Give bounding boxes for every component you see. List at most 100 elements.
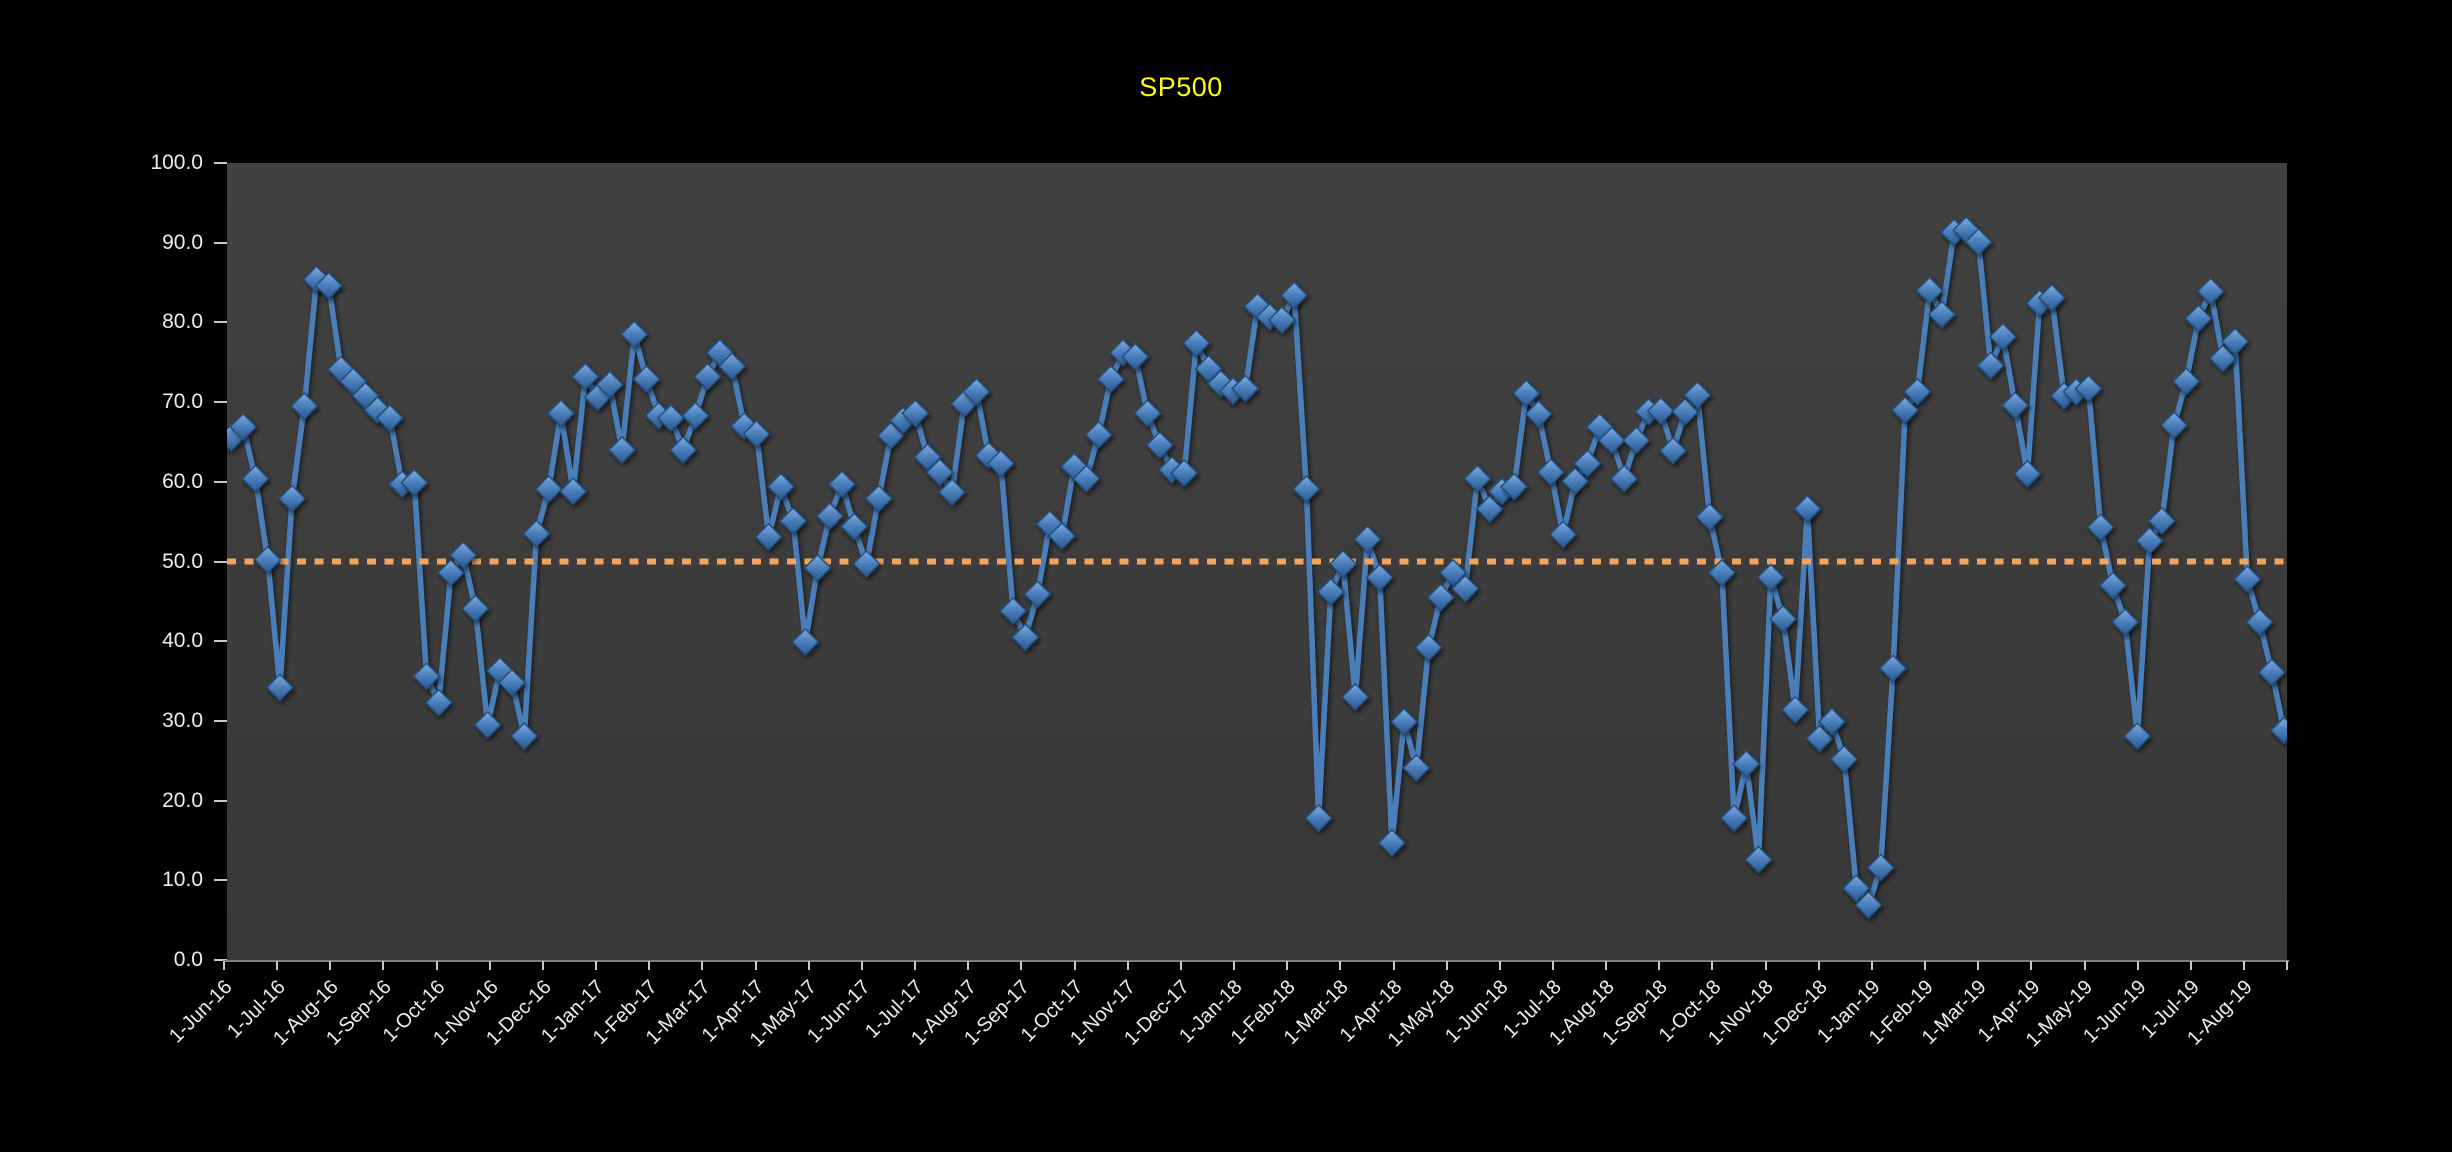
data-point-marker [241,464,270,493]
y-axis-label: 20.0 [162,788,203,812]
data-point-marker [1524,399,1553,429]
y-axis-label: 70.0 [162,390,203,414]
data-point-marker [1390,707,1419,736]
x-axis-tick [276,961,279,970]
data-point-marker [1573,449,1602,478]
y-axis-tick [214,959,227,961]
data-point-marker [534,474,563,504]
data-point-marker [986,449,1015,478]
x-axis-tick [223,961,225,970]
data-point-marker [1854,890,1883,920]
data-point-marker [1927,300,1956,329]
x-axis-tick [807,961,810,970]
y-axis-tick [214,719,227,722]
data-point-marker [1903,377,1932,406]
data-point-marker [595,370,624,399]
data-point-marker [901,399,930,428]
data-point-marker [1915,276,1944,305]
data-point-marker [363,396,392,425]
x-axis-tick [1339,961,1342,970]
data-point-marker [1610,464,1639,493]
data-point-marker [375,403,404,433]
data-point-marker [937,478,967,507]
data-point-marker [498,668,527,697]
x-axis-tick [1233,961,1236,970]
data-point-marker [607,435,637,464]
y-axis-tick [214,162,227,164]
x-axis-tick [1445,961,1448,970]
data-point-marker [1365,563,1394,592]
data-point-marker [791,627,820,657]
x-axis-tick [1817,961,1820,970]
plot-area[interactable] [227,163,2287,960]
data-point-marker [1536,458,1565,487]
data-point-marker [1402,753,1431,782]
data-point-marker [424,688,453,717]
y-axis-label: 80.0 [162,310,203,334]
data-point-marker [681,401,710,430]
data-point-marker [412,662,441,691]
data-point-marker [656,403,685,433]
data-point-marker [852,549,881,578]
x-axis-tick [382,961,385,970]
data-point-marker [302,265,331,294]
data-point-marker [2208,344,2237,373]
data-point-marker [999,596,1028,625]
data-point-marker [253,545,282,574]
series-sp500 [227,215,2287,920]
data-point-marker [1964,227,1993,256]
data-point-marker [1622,426,1651,455]
data-point-marker [2184,304,2213,333]
data-point-marker [2269,716,2287,745]
data-point-marker [436,558,466,587]
x-axis-tick [1605,961,1608,970]
data-point-marker [1976,351,2005,380]
data-point-marker [913,443,942,472]
y-axis-tick [214,879,227,882]
data-point-marker [1170,458,1199,488]
data-point-marker [559,477,588,506]
data-point-marker [754,522,783,551]
data-point-marker [290,392,319,421]
x-axis-tick [2243,961,2246,970]
data-point-marker [2257,658,2286,687]
data-point-marker [1500,472,1529,501]
data-point-marker [1328,549,1358,578]
data-point-marker [1475,494,1504,523]
y-axis-tick [214,480,227,483]
data-point-marker [717,352,747,381]
data-point-marker [1096,364,1125,394]
data-point-marker [2159,411,2189,440]
x-axis-tick [1392,961,1395,970]
data-point-marker [1695,502,1724,531]
data-point-marker [1646,396,1675,425]
data-point-marker [1011,623,1040,652]
data-point-marker [2123,721,2152,751]
data-point-marker [1817,707,1846,736]
y-axis-label: 50.0 [162,549,203,573]
data-point-marker [1023,580,1052,609]
x-axis-tick [1073,961,1076,970]
data-point-marker [1121,342,1150,371]
x-axis-line [223,960,2289,962]
data-point-marker [1072,464,1101,493]
x-axis-tick [1179,961,1182,970]
y-axis-tick [214,640,227,643]
data-point-marker [2245,608,2274,637]
data-point-marker [815,502,844,531]
data-point-marker [864,484,893,513]
x-axis-tick [2030,961,2033,970]
data-point-marker [1231,374,1260,403]
data-point-marker [925,458,954,487]
data-point-marker [1463,464,1492,493]
data-point-marker [1561,466,1590,496]
y-axis-tick [214,799,227,802]
data-point-marker [1280,281,1309,310]
data-point-marker [1341,682,1370,712]
data-point-marker [1671,397,1700,426]
data-point-marker [693,362,722,391]
data-point-marker [461,594,490,623]
data-point-marker [1414,633,1443,662]
data-point-marker [2233,564,2262,594]
